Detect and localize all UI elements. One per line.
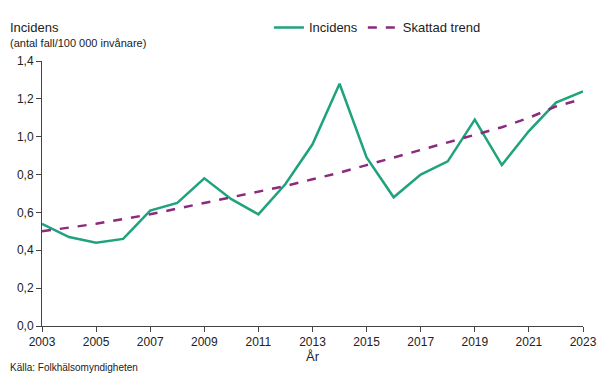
svg-text:0,6: 0,6 — [17, 206, 34, 220]
svg-text:2005: 2005 — [83, 335, 110, 349]
svg-text:2011: 2011 — [245, 335, 271, 349]
svg-text:0,0: 0,0 — [17, 319, 34, 333]
svg-text:2019: 2019 — [461, 335, 488, 349]
svg-text:0,4: 0,4 — [17, 243, 34, 257]
svg-text:2015: 2015 — [353, 335, 380, 349]
svg-text:2003: 2003 — [29, 335, 56, 349]
svg-text:0,2: 0,2 — [17, 281, 34, 295]
svg-text:1,4: 1,4 — [17, 54, 34, 68]
svg-text:1,0: 1,0 — [17, 130, 34, 144]
svg-text:Incidens: Incidens — [309, 20, 358, 35]
svg-text:2013: 2013 — [299, 335, 326, 349]
svg-text:2021: 2021 — [516, 335, 543, 349]
svg-text:Skattad trend: Skattad trend — [403, 20, 480, 35]
svg-text:2009: 2009 — [191, 335, 218, 349]
svg-text:Incidens: Incidens — [10, 20, 59, 35]
svg-text:2017: 2017 — [407, 335, 434, 349]
svg-text:(antal fall/100 000 invånare): (antal fall/100 000 invånare) — [10, 37, 146, 49]
svg-text:2023: 2023 — [570, 335, 597, 349]
svg-text:2007: 2007 — [137, 335, 164, 349]
svg-text:Källa: Folkhälsomyndigheten: Källa: Folkhälsomyndigheten — [10, 362, 138, 373]
svg-text:1,2: 1,2 — [17, 92, 34, 106]
svg-text:0,8: 0,8 — [17, 168, 34, 182]
svg-text:År: År — [306, 349, 320, 364]
